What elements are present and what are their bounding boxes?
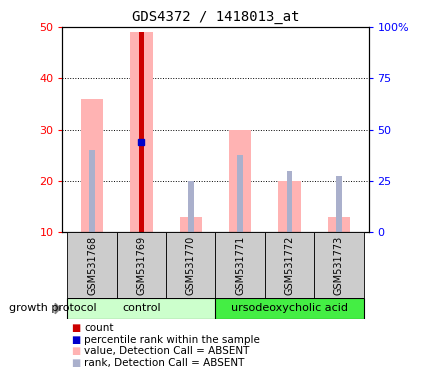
Text: growth protocol: growth protocol: [9, 303, 96, 313]
Text: ursodeoxycholic acid: ursodeoxycholic acid: [230, 303, 347, 313]
Text: control: control: [122, 303, 160, 313]
Bar: [187, 181, 194, 232]
Text: GSM531769: GSM531769: [136, 236, 146, 295]
Bar: [138, 32, 144, 232]
Bar: [313, 232, 363, 298]
Text: GSM531770: GSM531770: [185, 236, 195, 295]
Text: count: count: [84, 323, 113, 333]
Text: GDS4372 / 1418013_at: GDS4372 / 1418013_at: [132, 10, 298, 23]
Text: percentile rank within the sample: percentile rank within the sample: [84, 335, 259, 345]
Text: GSM531768: GSM531768: [87, 236, 97, 295]
Bar: [117, 232, 166, 298]
Bar: [237, 155, 243, 232]
Bar: [166, 232, 215, 298]
Text: ■: ■: [71, 358, 80, 368]
Bar: [335, 176, 341, 232]
Text: GSM531773: GSM531773: [333, 236, 343, 295]
Text: ■: ■: [71, 346, 80, 356]
Bar: [81, 99, 103, 232]
Bar: [130, 32, 152, 232]
Bar: [215, 232, 264, 298]
Text: ■: ■: [71, 323, 80, 333]
Bar: [286, 170, 292, 232]
Bar: [264, 232, 313, 298]
Bar: [278, 181, 300, 232]
Bar: [138, 140, 144, 232]
Bar: [89, 150, 95, 232]
Text: rank, Detection Call = ABSENT: rank, Detection Call = ABSENT: [84, 358, 244, 368]
Bar: [67, 298, 215, 319]
Bar: [327, 217, 349, 232]
Text: ■: ■: [71, 335, 80, 345]
Bar: [67, 232, 117, 298]
Text: GSM531771: GSM531771: [235, 236, 245, 295]
Bar: [215, 298, 363, 319]
Text: GSM531772: GSM531772: [284, 236, 294, 295]
Polygon shape: [55, 303, 60, 314]
Bar: [228, 130, 251, 232]
Text: value, Detection Call = ABSENT: value, Detection Call = ABSENT: [84, 346, 249, 356]
Bar: [179, 217, 202, 232]
